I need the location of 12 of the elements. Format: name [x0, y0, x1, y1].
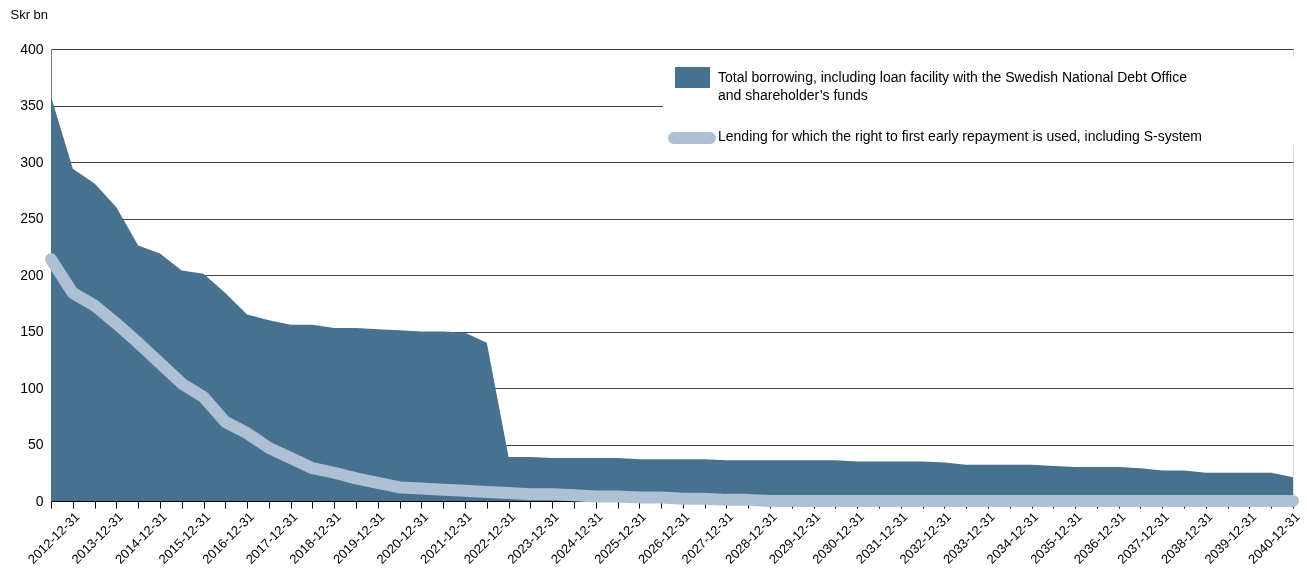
- legend-label: Lending for which the right to first early repayment is used, including S-system: [718, 128, 1203, 144]
- y-tick-label: 150: [20, 323, 44, 339]
- y-tick-label: 300: [20, 153, 44, 170]
- y-tick-label: 0: [35, 492, 44, 509]
- y-tick-label: 400: [20, 40, 44, 57]
- y-tick-label: 250: [20, 210, 44, 226]
- y-tick-label: 50: [27, 436, 44, 452]
- legend-label: Total borrowing, including loan facility with the Swedish National Debt Office and shareholder’s funds: [718, 69, 1188, 103]
- y-tick-label: 200: [20, 266, 44, 283]
- y-tick-label: 350: [20, 97, 44, 113]
- y-tick-label: 100: [20, 379, 44, 396]
- y-axis-title: Skr bn: [10, 6, 49, 22]
